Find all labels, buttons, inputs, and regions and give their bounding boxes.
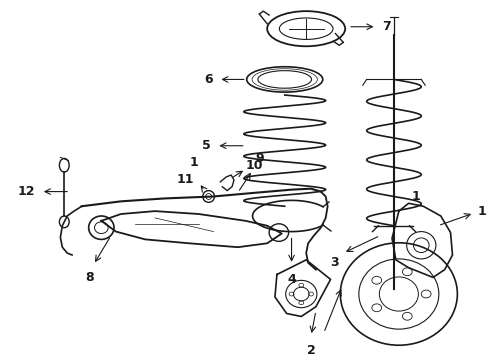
Text: 2: 2 [307, 344, 316, 357]
Text: 7: 7 [382, 20, 391, 33]
Text: 5: 5 [202, 139, 211, 152]
Text: 10: 10 [245, 159, 263, 172]
Text: 4: 4 [287, 273, 296, 285]
Text: 1: 1 [190, 156, 198, 169]
Text: 11: 11 [176, 174, 194, 186]
Text: 1: 1 [412, 190, 420, 203]
Text: 1: 1 [478, 204, 487, 217]
Text: 3: 3 [330, 256, 339, 269]
Text: 6: 6 [204, 73, 213, 86]
Text: 8: 8 [85, 271, 94, 284]
Text: 9: 9 [255, 152, 264, 165]
Text: 12: 12 [18, 185, 35, 198]
